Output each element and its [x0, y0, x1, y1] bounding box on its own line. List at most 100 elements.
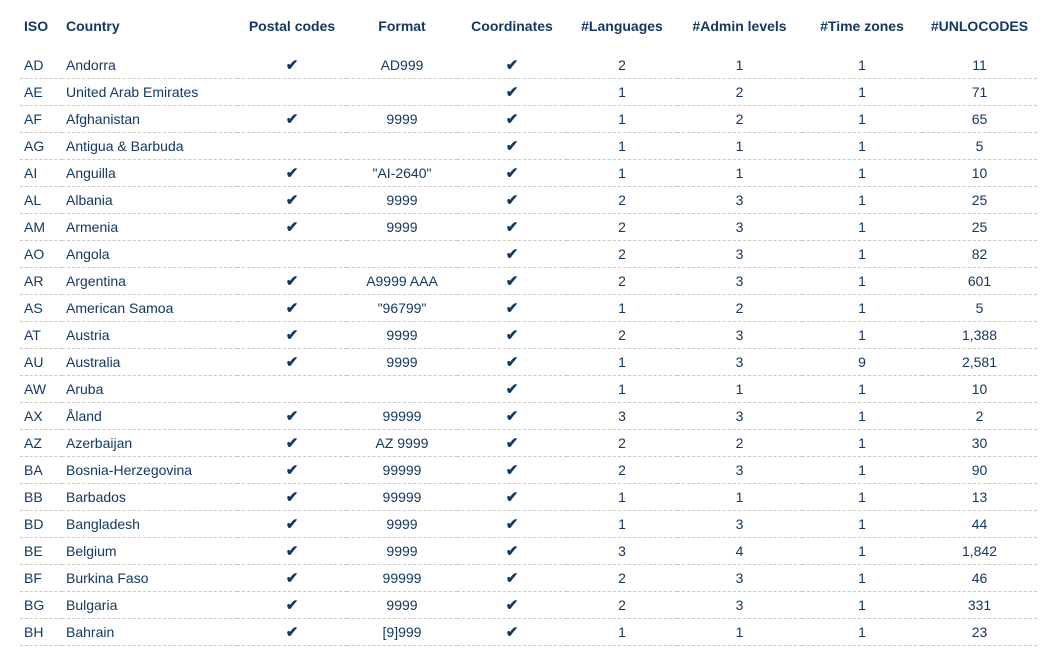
- cell-coord: ✔: [457, 160, 567, 187]
- cell-format: A9999 AAA: [347, 268, 457, 295]
- cell-admin: 3: [677, 349, 802, 376]
- cell-admin: 1: [677, 376, 802, 403]
- cell-tz: 1: [802, 592, 922, 619]
- cell-admin: 2: [677, 79, 802, 106]
- cell-unlo: 90: [922, 457, 1037, 484]
- cell-tz: 1: [802, 295, 922, 322]
- cell-lang: 1: [567, 376, 677, 403]
- cell-iso: AG: [20, 133, 62, 160]
- cell-coord: ✔: [457, 403, 567, 430]
- cell-iso: BH: [20, 619, 62, 646]
- cell-iso: AE: [20, 79, 62, 106]
- cell-postal: ✔: [237, 592, 347, 619]
- cell-tz: 1: [802, 187, 922, 214]
- cell-lang: 2: [567, 322, 677, 349]
- check-icon: ✔: [286, 56, 299, 74]
- cell-coord: ✔: [457, 430, 567, 457]
- check-icon: ✔: [506, 164, 519, 182]
- cell-coord: ✔: [457, 268, 567, 295]
- cell-coord: ✔: [457, 457, 567, 484]
- cell-admin: 3: [677, 592, 802, 619]
- cell-coord: ✔: [457, 79, 567, 106]
- cell-postal: ✔: [237, 52, 347, 79]
- table-row: AUAustralia✔9999✔1392,581: [20, 349, 1037, 376]
- cell-unlo: 82: [922, 241, 1037, 268]
- cell-coord: ✔: [457, 538, 567, 565]
- cell-tz: 1: [802, 403, 922, 430]
- cell-country: Bahrain: [62, 619, 237, 646]
- table-row: BDBangladesh✔9999✔13144: [20, 511, 1037, 538]
- table-row: BABosnia-Herzegovina✔99999✔23190: [20, 457, 1037, 484]
- check-icon: ✔: [286, 299, 299, 317]
- cell-lang: 1: [567, 511, 677, 538]
- cell-country: Bulgaria: [62, 592, 237, 619]
- col-header-format: Format: [347, 12, 457, 52]
- cell-unlo: 71: [922, 79, 1037, 106]
- cell-admin: 1: [677, 484, 802, 511]
- cell-lang: 1: [567, 619, 677, 646]
- table-header-row: ISO Country Postal codes Format Coordina…: [20, 12, 1037, 52]
- cell-format: 99999: [347, 565, 457, 592]
- cell-unlo: 5: [922, 133, 1037, 160]
- cell-postal: ✔: [237, 214, 347, 241]
- cell-postal: ✔: [237, 565, 347, 592]
- check-icon: ✔: [506, 542, 519, 560]
- col-header-iso: ISO: [20, 12, 62, 52]
- check-icon: ✔: [506, 245, 519, 263]
- check-icon: ✔: [506, 218, 519, 236]
- cell-admin: 2: [677, 430, 802, 457]
- cell-lang: 1: [567, 484, 677, 511]
- cell-format: 9999: [347, 511, 457, 538]
- cell-lang: 2: [567, 268, 677, 295]
- check-icon: ✔: [506, 326, 519, 344]
- cell-iso: AZ: [20, 430, 62, 457]
- cell-format: 9999: [347, 538, 457, 565]
- cell-iso: AM: [20, 214, 62, 241]
- cell-format: [347, 133, 457, 160]
- cell-postal: [237, 79, 347, 106]
- cell-country: Afghanistan: [62, 106, 237, 133]
- cell-country: Austria: [62, 322, 237, 349]
- cell-iso: AL: [20, 187, 62, 214]
- cell-tz: 1: [802, 79, 922, 106]
- cell-admin: 3: [677, 511, 802, 538]
- cell-admin: 1: [677, 160, 802, 187]
- cell-lang: 2: [567, 187, 677, 214]
- cell-unlo: 46: [922, 565, 1037, 592]
- cell-coord: ✔: [457, 295, 567, 322]
- cell-iso: BF: [20, 565, 62, 592]
- cell-iso: BE: [20, 538, 62, 565]
- check-icon: ✔: [286, 515, 299, 533]
- cell-iso: AO: [20, 241, 62, 268]
- table-row: BGBulgaria✔9999✔231331: [20, 592, 1037, 619]
- table-row: AGAntigua & Barbuda✔1115: [20, 133, 1037, 160]
- cell-lang: 1: [567, 79, 677, 106]
- check-icon: ✔: [286, 488, 299, 506]
- cell-lang: 2: [567, 457, 677, 484]
- cell-tz: 1: [802, 619, 922, 646]
- cell-format: 9999: [347, 106, 457, 133]
- cell-unlo: 2,581: [922, 349, 1037, 376]
- cell-tz: 1: [802, 133, 922, 160]
- cell-tz: 1: [802, 430, 922, 457]
- check-icon: ✔: [506, 137, 519, 155]
- cell-postal: ✔: [237, 457, 347, 484]
- cell-coord: ✔: [457, 214, 567, 241]
- cell-unlo: 13: [922, 484, 1037, 511]
- cell-postal: ✔: [237, 322, 347, 349]
- cell-postal: ✔: [237, 295, 347, 322]
- cell-lang: 1: [567, 106, 677, 133]
- cell-iso: BD: [20, 511, 62, 538]
- check-icon: ✔: [286, 407, 299, 425]
- table-row: AOAngola✔23182: [20, 241, 1037, 268]
- cell-format: 99999: [347, 403, 457, 430]
- check-icon: ✔: [286, 596, 299, 614]
- col-header-admin: #Admin levels: [677, 12, 802, 52]
- cell-tz: 1: [802, 484, 922, 511]
- cell-format: AD999: [347, 52, 457, 79]
- cell-country: Burkina Faso: [62, 565, 237, 592]
- cell-coord: ✔: [457, 592, 567, 619]
- cell-country: Argentina: [62, 268, 237, 295]
- cell-iso: AT: [20, 322, 62, 349]
- col-header-country: Country: [62, 12, 237, 52]
